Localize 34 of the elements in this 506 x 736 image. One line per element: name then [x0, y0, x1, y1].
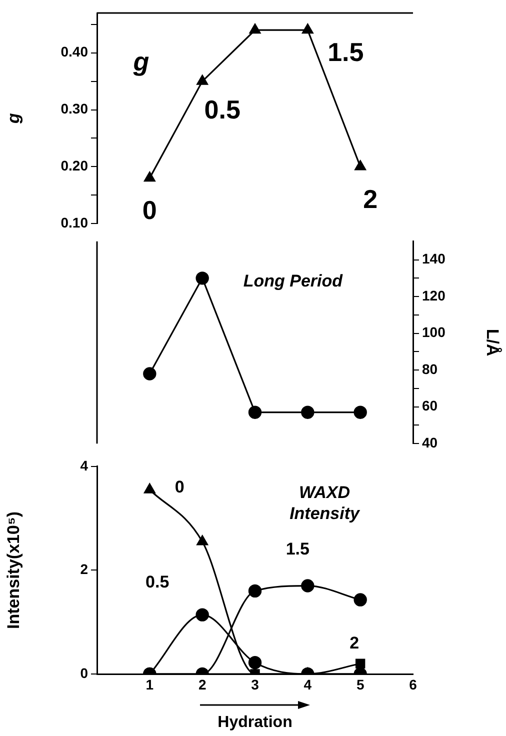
y-tick-label: 0 — [80, 664, 88, 681]
y2-tick-label: 80 — [422, 360, 438, 377]
x-axis-title: Hydration — [218, 714, 292, 731]
y-tick-label: 0.10 — [60, 214, 88, 230]
text: 0.5 — [146, 572, 170, 592]
y2-tick-label: 120 — [422, 287, 446, 304]
y-tick-label: 0.30 — [60, 100, 88, 117]
series-label: 2 — [350, 633, 360, 652]
y-tick-label: 0.20 — [60, 158, 88, 174]
x-tick-label: 4 — [304, 676, 312, 692]
x-tick-label: 1 — [146, 676, 154, 692]
y-tick-label: 0.40 — [60, 44, 88, 60]
x-tick-label: 3 — [251, 676, 260, 692]
y-tick-label: 4 — [80, 457, 88, 474]
y-axis-title: Intensity(x10⁵) — [4, 511, 23, 629]
annotation: 0 — [142, 195, 157, 226]
x-tick-label: 2 — [198, 676, 206, 692]
annotation: Long Period — [243, 272, 344, 291]
annotation: 1.5 — [328, 37, 364, 68]
annotation: WAXD Intensity — [290, 483, 362, 524]
x-tick-label: 5 — [356, 676, 364, 692]
y2-axis-title: L/Å — [483, 328, 502, 356]
annotation: g — [132, 46, 150, 77]
y-tick-label: 2 — [80, 561, 88, 578]
annotation: 2 — [363, 184, 378, 214]
series-label: 0 — [174, 477, 184, 496]
y2-tick-label: 100 — [422, 324, 446, 340]
annotation: 0.5 — [204, 94, 240, 124]
series-label: 1.5 — [286, 539, 310, 558]
y2-tick-label: 60 — [422, 398, 438, 414]
y-axis-title: g — [4, 112, 23, 124]
y2-tick-label: 140 — [422, 250, 446, 267]
x-tick-label: 6 — [409, 676, 418, 692]
y2-tick-label: 40 — [422, 434, 438, 450]
